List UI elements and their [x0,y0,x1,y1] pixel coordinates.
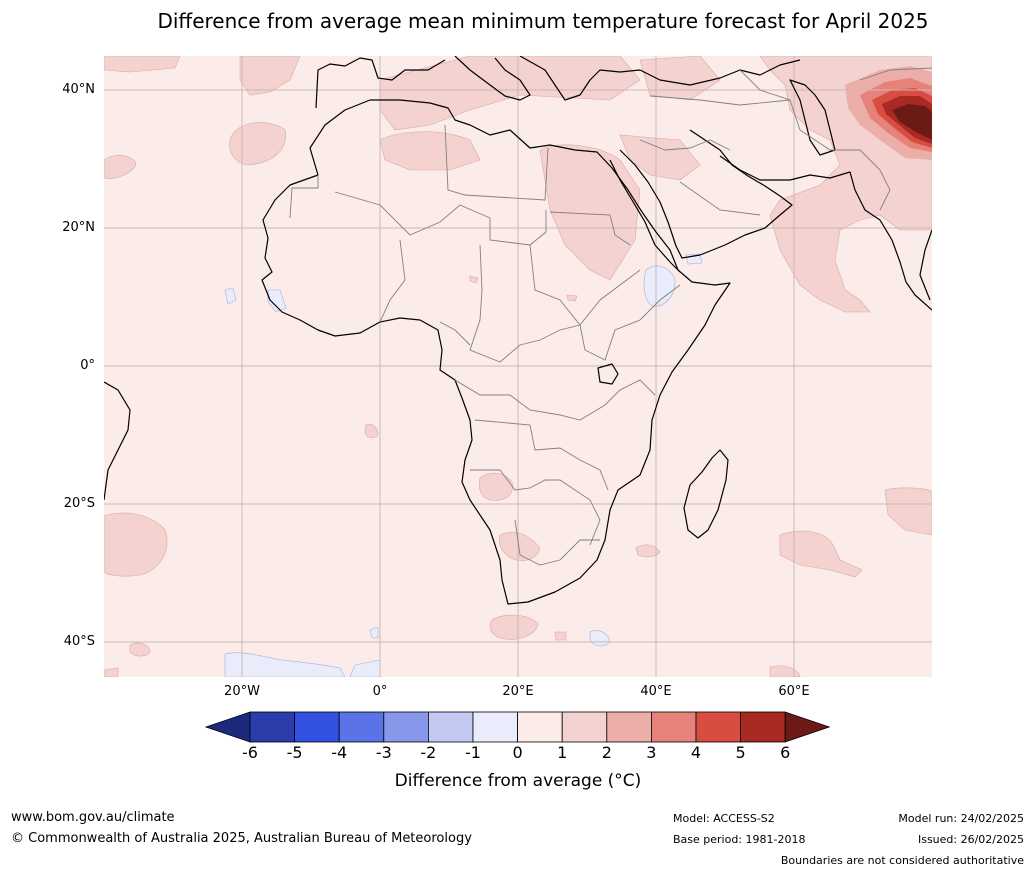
model-name: Model: ACCESS-S2 [673,812,775,825]
lat-label-20n: 20°N [62,220,95,235]
colorbar-tick-label: 1 [557,743,568,762]
colorbar-tick-label: 5 [735,743,746,762]
colorbar-tick-label: 4 [690,743,702,762]
colorbar-tick-label: -6 [242,743,258,762]
map-title: Difference from average mean minimum tem… [157,9,929,33]
lat-label-20s: 20°S [63,496,95,511]
colorbar-tick-label: 3 [646,743,657,762]
colorbar-tick-label: -3 [375,743,392,762]
boundaries-disclaimer: Boundaries are not considered authoritat… [780,854,1024,867]
lon-label-0: 0° [372,684,388,699]
lat-label-40n: 40°N [62,82,95,97]
colorbar-tick-label: -4 [331,743,348,762]
colorbar-tick-label: 0 [512,743,523,762]
lon-label-60e: 60°E [778,684,810,699]
lon-label-20w: 20°W [224,684,260,699]
country-borders [289,67,932,566]
issued-date: Issued: 26/02/2025 [917,833,1024,846]
lon-label-40e: 40°E [640,684,672,699]
anomaly-cool-areas [224,253,703,677]
colorbar-tick-label: 6 [780,743,791,762]
lat-label-40s: 40°S [63,634,95,649]
base-period: Base period: 1981-2018 [673,833,806,846]
lon-label-20e: 20°E [502,684,534,699]
copyright-text: © Commonwealth of Australia 2025, Austra… [11,831,472,846]
model-run-date: Model run: 24/02/2025 [898,812,1024,825]
colorbar-tick-label: 2 [601,743,612,762]
coastlines [104,56,932,605]
colorbar-tick-label: -5 [286,743,303,762]
lat-label-equator: 0° [80,358,95,373]
graticule [104,56,932,677]
colorbar-title: Difference from average (°C) [394,771,642,791]
website-link[interactable]: www.bom.gov.au/climate [11,810,175,825]
colorbar-tick-label: -2 [420,743,437,762]
colorbar-tick-label: -1 [465,743,481,762]
